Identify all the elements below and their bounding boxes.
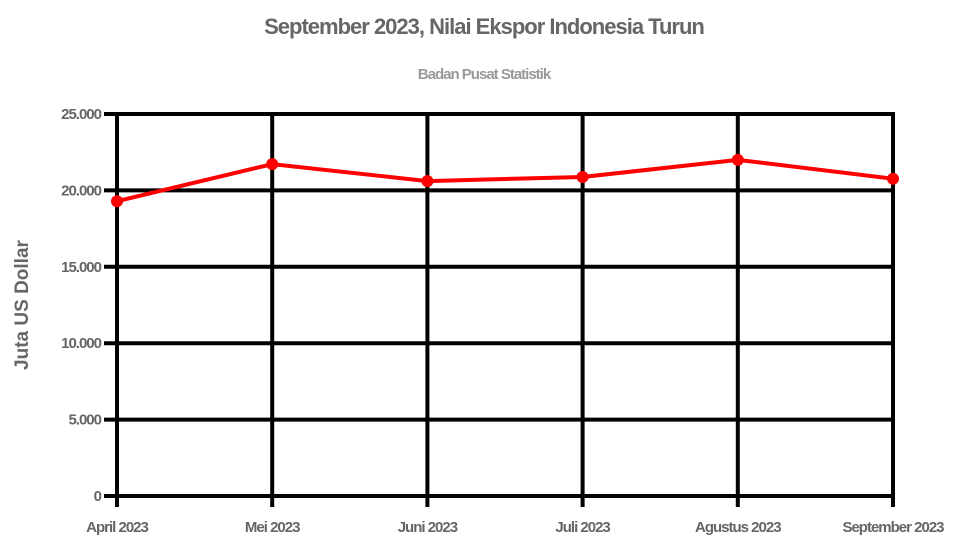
data-point[interactable] (421, 175, 434, 188)
y-tick-label: 15.000 (61, 259, 102, 276)
y-tick-label: 20.000 (61, 182, 102, 199)
x-tick-label: Agustus 2023 (695, 519, 781, 536)
y-tick-label: 0 (94, 488, 102, 505)
chart-title: September 2023, Nilai Ekspor Indonesia T… (264, 14, 705, 39)
data-point[interactable] (731, 153, 744, 166)
y-tick-label: 5.000 (68, 412, 101, 429)
data-series (111, 153, 899, 208)
data-point[interactable] (266, 158, 279, 171)
y-axis-ticks: 0 5.000 10.000 15.000 20.000 25.000 (61, 106, 103, 505)
x-tick-label: Juli 2023 (555, 519, 610, 536)
series-line (116, 157, 894, 204)
data-point[interactable] (887, 172, 899, 185)
x-tick-label: September 2023 (842, 519, 944, 536)
y-tick-label: 10.000 (61, 335, 102, 352)
x-tick-label: April 2023 (86, 519, 148, 536)
y-tick-label: 25.000 (61, 106, 102, 123)
x-tick-label: Mei 2023 (245, 519, 300, 536)
gridlines (104, 112, 895, 507)
y-axis-label: Juta US Dollar (12, 239, 33, 369)
x-tick-label: Juni 2023 (398, 519, 458, 536)
data-point[interactable] (111, 195, 123, 208)
chart-subtitle: Badan Pusat Statistik (417, 66, 551, 83)
x-axis-ticks: April 2023 Mei 2023 Juni 2023 Juli 2023 Agus… (86, 519, 945, 536)
data-point[interactable] (576, 170, 589, 183)
